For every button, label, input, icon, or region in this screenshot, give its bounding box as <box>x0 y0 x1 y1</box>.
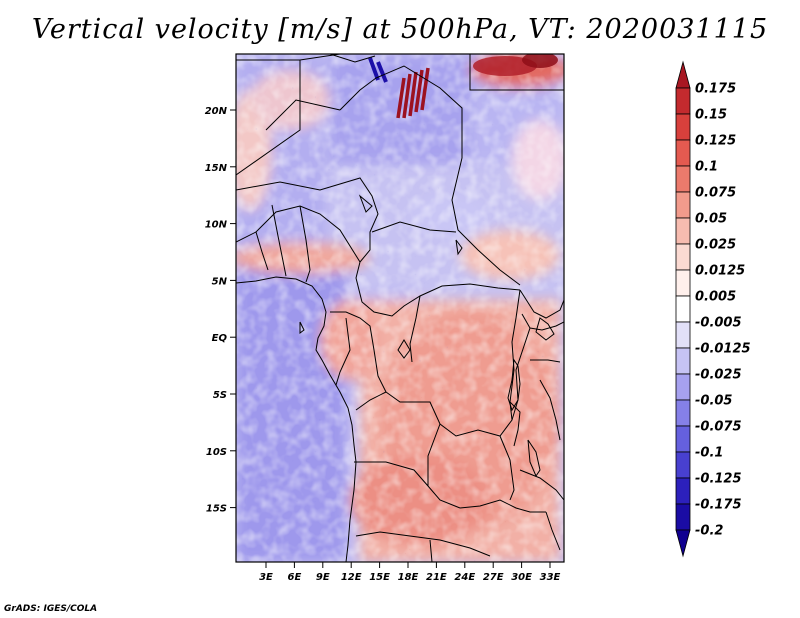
strong-descent-streaks <box>368 54 558 119</box>
colorbar-swatch <box>675 425 691 453</box>
colorbar-swatch <box>675 139 691 167</box>
lon-label: 27E <box>483 572 504 583</box>
colorbar-swatch <box>675 165 691 193</box>
grads-credit: GrADS: IGES/COLA <box>4 604 98 614</box>
colorbar-label: -0.0125 <box>695 342 751 357</box>
colorbar-swatch <box>675 347 691 375</box>
colorbar-label: -0.05 <box>695 394 732 409</box>
lat-label: 5N <box>212 276 228 287</box>
colorbar-swatch <box>675 399 691 427</box>
lon-label: 33E <box>540 572 561 583</box>
longitude-axis: 3E 6E 9E 12E 15E 18E 21E 24E 27E 30E 33E <box>259 562 561 583</box>
lon-label: 9E <box>316 572 330 583</box>
colorbar-swatch <box>675 503 691 531</box>
lat-label: 15N <box>205 163 228 174</box>
lon-label: 3E <box>259 572 273 583</box>
lon-label: 18E <box>398 572 419 583</box>
colorbar-label: -0.025 <box>695 368 742 383</box>
lon-label: 30E <box>511 572 532 583</box>
colorbar-swatch-top-arrow <box>675 60 691 89</box>
lat-label: EQ <box>212 333 228 344</box>
colorbar-label: 0.15 <box>695 108 727 123</box>
colorbar-swatch <box>675 113 691 141</box>
colorbar-label: 0.075 <box>695 186 736 201</box>
colorbar-swatch <box>675 217 691 245</box>
colorbar-swatch-bottom-arrow <box>675 529 691 558</box>
colorbar-label: 0.0125 <box>695 264 745 279</box>
colorbar-label: 0.125 <box>695 134 736 149</box>
lat-label: 15S <box>206 504 227 515</box>
lat-label: 5S <box>213 390 227 401</box>
colorbar-label: -0.175 <box>695 498 742 513</box>
colorbar-swatch <box>675 269 691 297</box>
latitude-axis: 20N 15N 10N 5N EQ 5S 10S 15S <box>205 106 236 515</box>
colorbar-swatch <box>675 295 691 323</box>
colorbar-label: 0.025 <box>695 238 736 253</box>
velocity-field <box>236 54 564 562</box>
colorbar-label: -0.075 <box>695 420 742 435</box>
colorbar-swatch <box>675 243 691 271</box>
lon-label: 6E <box>288 572 302 583</box>
colorbar-label: 0.005 <box>695 290 736 305</box>
chart-title: Vertical velocity [m/s] at 500hPa, VT: 2… <box>31 14 769 45</box>
map-frame <box>235 53 565 563</box>
colorbar-swatch <box>675 191 691 219</box>
country-borders <box>236 54 564 562</box>
colorbar-label: 0.175 <box>695 82 736 97</box>
colorbar-swatch <box>675 321 691 349</box>
lon-label: 24E <box>454 572 475 583</box>
colorbar-label: 0.05 <box>695 212 727 227</box>
colorbar-label: -0.1 <box>695 446 723 461</box>
colorbar-swatch <box>675 477 691 505</box>
colorbar-label: -0.125 <box>695 472 742 487</box>
colorbar-label: -0.2 <box>695 524 723 539</box>
lat-label: 10S <box>206 447 227 458</box>
colorbar-swatch <box>675 451 691 479</box>
colorbar-swatch <box>675 87 691 115</box>
colorbar-label: -0.005 <box>695 316 742 331</box>
lat-label: 10N <box>205 220 228 231</box>
lon-label: 21E <box>426 572 447 583</box>
colorbar: 0.175 0.15 0.125 0.1 0.075 0.05 0.025 0.0125 0.0… <box>675 60 751 558</box>
lon-label: 12E <box>341 572 362 583</box>
lon-label: 15E <box>369 572 390 583</box>
colorbar-label: 0.1 <box>695 160 718 175</box>
colorbar-swatch <box>675 373 691 401</box>
lat-label: 20N <box>205 106 228 117</box>
